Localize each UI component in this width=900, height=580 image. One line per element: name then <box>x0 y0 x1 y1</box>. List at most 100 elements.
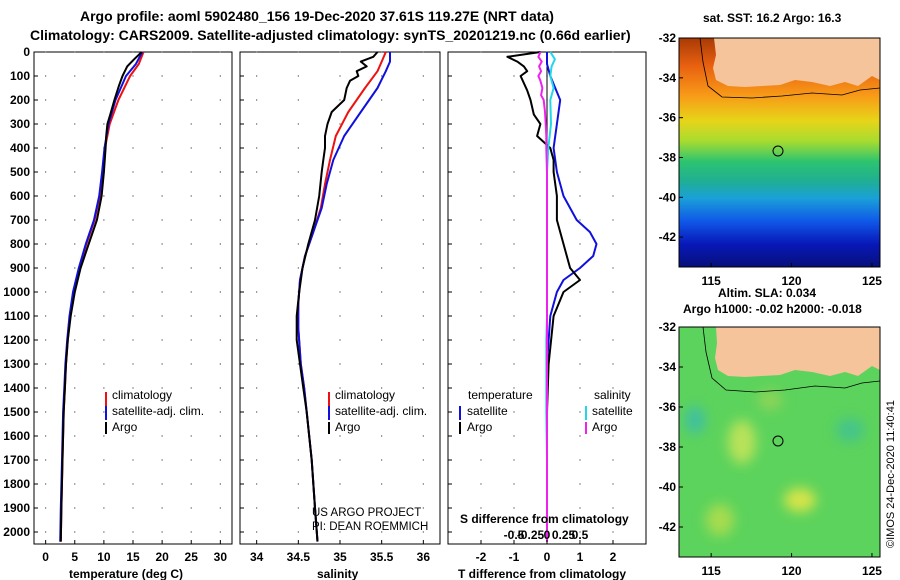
x-tick-label: 20 <box>155 550 169 564</box>
depth-tick-label: 1200 <box>3 333 30 347</box>
grid-dot <box>339 363 341 365</box>
grid-dot <box>74 171 76 173</box>
map-x-tick-label: 125 <box>862 274 882 288</box>
depth-tick-label: 1400 <box>3 381 30 395</box>
grid-dot <box>44 171 47 173</box>
legend-sal-satellite-label: satellite <box>592 404 633 418</box>
grid-dot <box>612 411 614 413</box>
depth-tick-label: 1300 <box>3 357 30 371</box>
grid-dot <box>255 411 258 413</box>
grid-dot <box>579 147 581 149</box>
grid-dot <box>190 315 192 317</box>
grid-dot <box>132 195 134 197</box>
sst-land <box>713 38 880 87</box>
grid-dot <box>103 291 105 293</box>
map-y-tick-label: -38 <box>659 150 677 164</box>
grid-dot <box>255 531 258 533</box>
grid-dot <box>132 483 134 485</box>
grid-dot <box>513 267 515 269</box>
grid-dot <box>513 147 515 149</box>
grid-dot <box>513 195 515 197</box>
grid-dot <box>219 459 222 461</box>
map-x-tick-label: 120 <box>782 274 802 288</box>
grid-dot <box>255 459 258 461</box>
grid-dot <box>190 339 192 341</box>
grid-dot <box>103 123 105 125</box>
grid-dot <box>480 315 482 317</box>
grid-dot <box>74 267 76 269</box>
grid-dot <box>103 363 105 365</box>
s-tick-label: 0.25 <box>552 528 576 542</box>
x-tick-label: 1 <box>577 550 584 564</box>
grid-dot <box>579 387 581 389</box>
grid-dot <box>74 315 76 317</box>
grid-dot <box>380 267 383 269</box>
grid-dot <box>480 387 482 389</box>
grid-dot <box>74 219 76 221</box>
grid-dot <box>339 411 341 413</box>
temperature-panel-frame <box>33 51 233 545</box>
depth-tick-label: 1500 <box>3 405 30 419</box>
grid-dot <box>579 51 581 53</box>
grid-dot <box>480 75 482 77</box>
grid-dot <box>132 531 134 533</box>
grid-dot <box>422 99 425 101</box>
grid-dot <box>380 99 383 101</box>
depth-tick-label: 2000 <box>3 525 30 539</box>
grid-dot <box>480 195 482 197</box>
grid-dot <box>255 147 258 149</box>
grid-dot <box>339 99 341 101</box>
grid-dot <box>480 411 482 413</box>
depth-tick-label: 1900 <box>3 501 30 515</box>
grid-dot <box>480 363 482 365</box>
grid-dot <box>161 339 163 341</box>
grid-dot <box>44 435 47 437</box>
grid-dot <box>161 291 163 293</box>
x-tick-label: 0 <box>42 550 49 564</box>
grid-dot <box>103 267 105 269</box>
grid-dot <box>190 459 192 461</box>
grid-dot <box>513 75 515 77</box>
grid-dot <box>612 435 614 437</box>
grid-dot <box>219 387 222 389</box>
grid-dot <box>513 459 515 461</box>
grid-dot <box>44 123 47 125</box>
grid-dot <box>297 267 300 269</box>
grid-dot <box>219 51 222 53</box>
grid-dot <box>44 267 47 269</box>
grid-dot <box>422 243 425 245</box>
grid-dot <box>219 147 222 149</box>
grid-dot <box>103 195 105 197</box>
grid-dot <box>44 483 47 485</box>
grid-dot <box>480 435 482 437</box>
grid-dot <box>422 171 425 173</box>
grid-dot <box>132 315 134 317</box>
grid-dot <box>612 147 614 149</box>
grid-dot <box>339 51 341 53</box>
grid-dot <box>190 507 192 509</box>
legend-argo-label: Argo <box>112 420 138 434</box>
grid-dot <box>219 123 222 125</box>
grid-dot <box>161 459 163 461</box>
grid-dot <box>255 123 258 125</box>
sst-map-ticks: 115 120 125 -32 -34 -36 -38 -40 -42 <box>659 31 883 288</box>
s-tick-label: 0.5 <box>572 528 589 542</box>
grid-dot <box>380 387 383 389</box>
grid-dot <box>579 99 581 101</box>
grid-dot <box>44 507 47 509</box>
sla-isobath <box>702 327 880 393</box>
sla-land <box>715 327 880 377</box>
grid-dot <box>380 411 383 413</box>
depth-tick-label: 300 <box>10 117 30 131</box>
grid-dot <box>255 219 258 221</box>
grid-dot <box>132 339 134 341</box>
grid-dot <box>579 459 581 461</box>
depth-tick-label: 600 <box>10 189 30 203</box>
grid-dot <box>190 531 192 533</box>
grid-dot <box>612 387 614 389</box>
grid-dot <box>132 219 134 221</box>
grid-dot <box>480 123 482 125</box>
grid-dot <box>219 411 222 413</box>
grid-dot <box>190 411 192 413</box>
